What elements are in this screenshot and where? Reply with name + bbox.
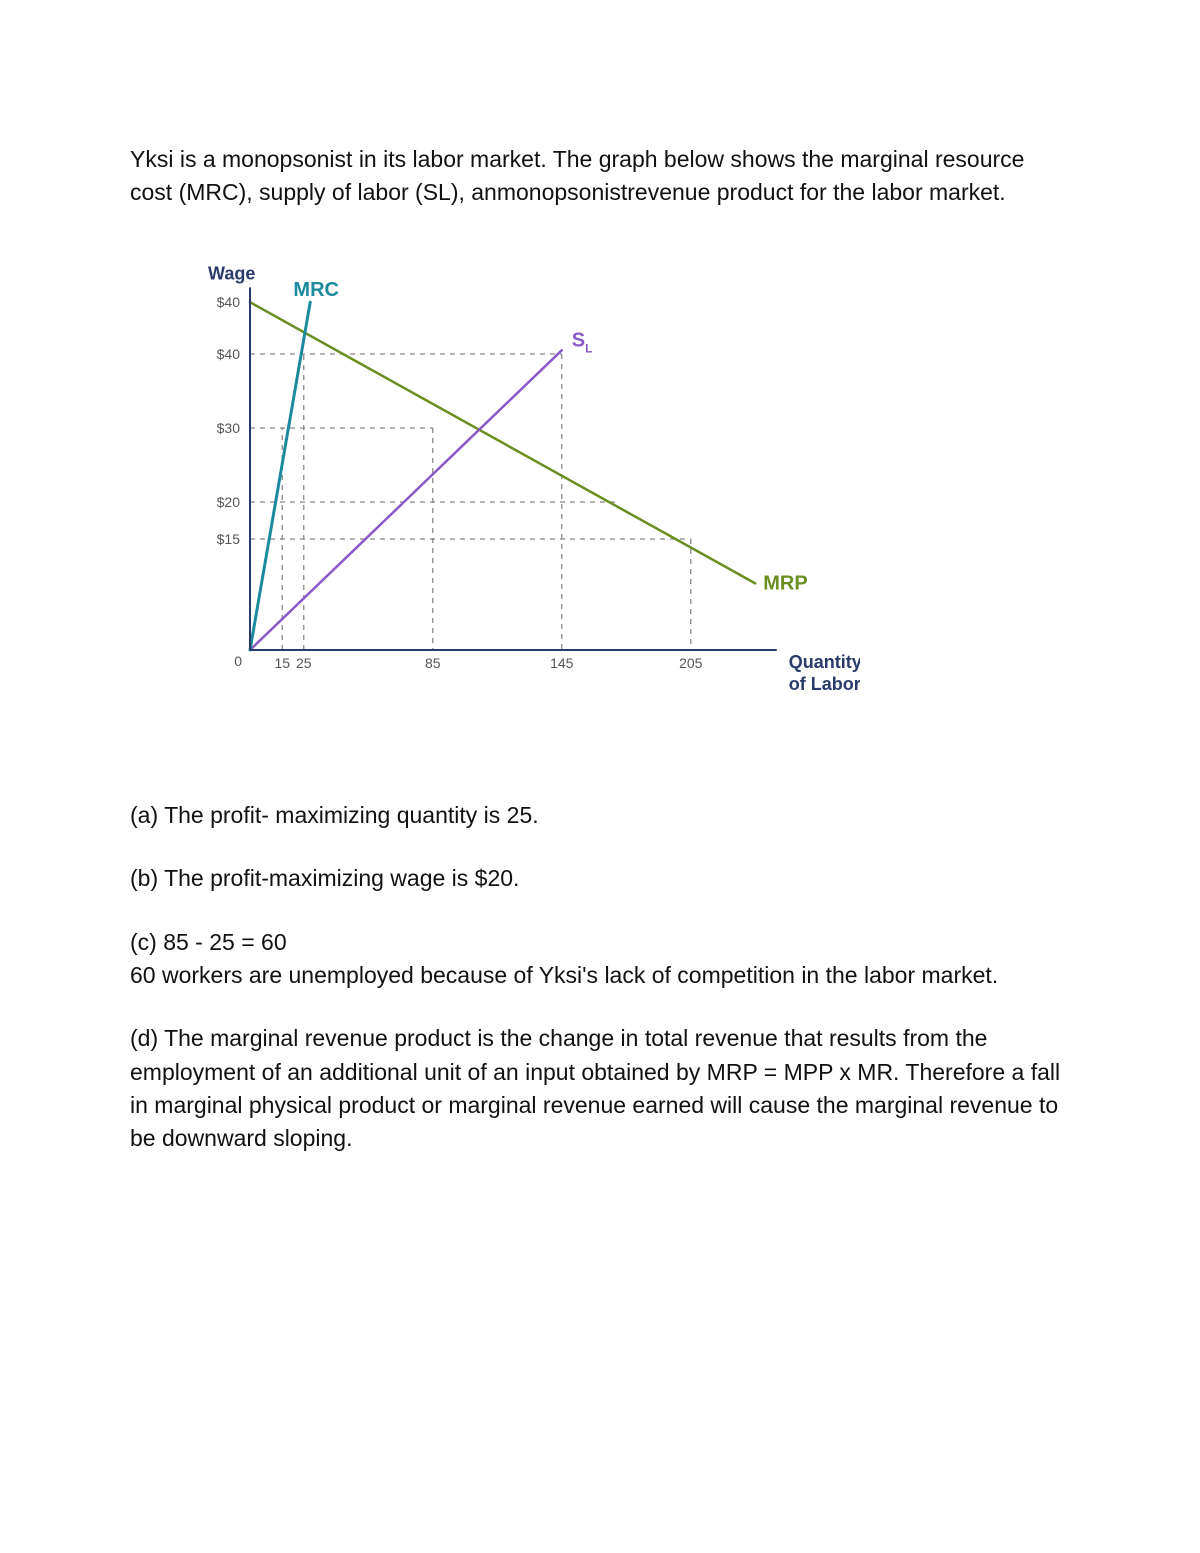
svg-text:MRC: MRC <box>293 279 339 301</box>
answer-c-line2: 60 workers are unemployed because of Yks… <box>130 959 1070 992</box>
answers-block: (a) The profit- maximizing quantity is 2… <box>130 799 1070 1156</box>
answer-a: (a) The profit- maximizing quantity is 2… <box>130 799 1070 832</box>
svg-text:25: 25 <box>296 655 312 671</box>
svg-text:$30: $30 <box>217 420 241 436</box>
svg-text:Quantity: Quantity <box>789 652 860 672</box>
answer-b: (b) The profit-maximizing wage is $20. <box>130 862 1070 895</box>
answer-c-line1: (c) 85 - 25 = 60 <box>130 926 1070 959</box>
svg-text:85: 85 <box>425 655 441 671</box>
svg-text:$40: $40 <box>217 294 241 310</box>
svg-text:$20: $20 <box>217 494 241 510</box>
svg-text:Wage: Wage <box>208 263 255 283</box>
svg-text:$40: $40 <box>217 346 241 362</box>
svg-text:15: 15 <box>274 655 290 671</box>
answer-d: (d) The marginal revenue product is the … <box>130 1022 1070 1155</box>
svg-text:145: 145 <box>550 655 574 671</box>
svg-text:of Labor: of Labor <box>789 674 860 694</box>
svg-text:$15: $15 <box>217 531 241 547</box>
svg-text:SL: SL <box>572 329 593 355</box>
svg-text:205: 205 <box>679 655 703 671</box>
svg-text:0: 0 <box>234 653 242 669</box>
monopsony-chart: Wage Quantityof Labor 0 $40 $40 $30 $20 $15 15 25… <box>160 250 1070 729</box>
intro-paragraph: Yksi is a monopsonist in its labor marke… <box>130 143 1070 210</box>
svg-text:MRP: MRP <box>763 572 807 594</box>
